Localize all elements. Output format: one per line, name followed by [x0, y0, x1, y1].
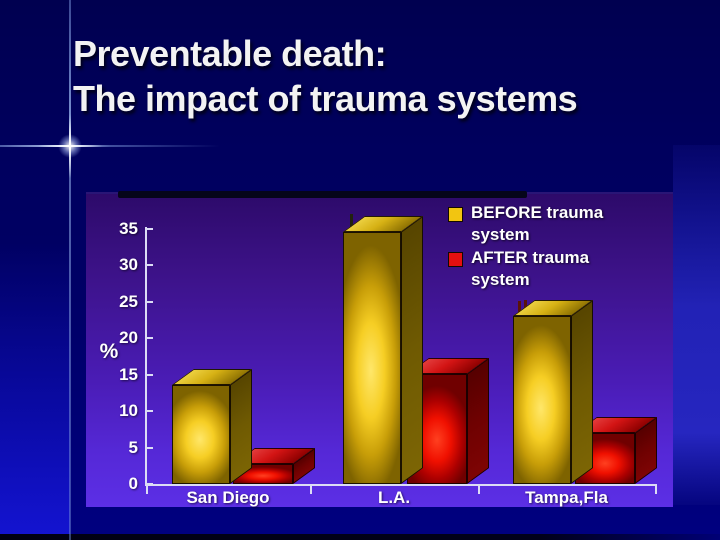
chart-legend: BEFORE trauma system AFTER trauma system	[448, 202, 626, 292]
legend-label-after: AFTER trauma system	[471, 248, 590, 289]
chart-top-band	[118, 191, 527, 198]
y-tick-0	[147, 483, 153, 485]
y-tick-label-20: 20	[119, 328, 138, 347]
x-tick-2	[478, 485, 480, 494]
y-tick-label-25: 25	[119, 291, 138, 311]
y-axis-label: %	[99, 340, 119, 363]
x-axis	[145, 484, 657, 486]
decorative-vertical-line	[69, 0, 71, 540]
bar-side-face	[467, 358, 489, 484]
background-bottom-strip	[0, 534, 720, 540]
bar-front-face	[343, 232, 401, 484]
legend-item-after: AFTER trauma system	[448, 247, 626, 291]
y-tick-label-10: 10	[119, 401, 138, 420]
bar-side-face	[571, 300, 593, 484]
legend-swatch-before	[448, 207, 463, 222]
y-tick-label-15: 15	[119, 364, 138, 384]
y-tick-5	[147, 446, 153, 449]
decorative-horizontal-line	[0, 145, 220, 147]
y-tick-35	[147, 227, 153, 230]
slide-title: Preventable death: The impact of trauma …	[73, 31, 578, 121]
y-tick-15	[147, 373, 153, 376]
x-tick-0	[146, 485, 148, 494]
category-label-san-diego: San Diego	[186, 488, 270, 507]
legend-label-before: BEFORE trauma system	[471, 203, 604, 244]
y-tick-label-35: 35	[119, 218, 138, 238]
bar-side-face	[230, 369, 252, 484]
star-flare-vertical	[69, 114, 71, 178]
x-tick-3	[655, 485, 657, 494]
title-line-2: The impact of trauma systems	[73, 78, 578, 119]
y-tick-label-0: 0	[128, 474, 138, 493]
y-tick-10	[147, 410, 153, 412]
y-tick-label-5: 5	[128, 437, 138, 457]
background-left-gradient	[0, 0, 70, 540]
y-axis	[145, 227, 147, 486]
chart-panel: 0 5 10 15 20 25 30 35 San Diego L.A. Tampa,Fla % B…	[86, 191, 673, 507]
y-tick-20	[147, 337, 153, 339]
chart-plot-area: 0 5 10 15 20 25 30 35 San Diego L.A. Tampa,Fla	[86, 194, 673, 507]
title-line-1: Preventable death:	[73, 33, 387, 74]
legend-swatch-after	[448, 252, 463, 267]
x-tick-1	[310, 485, 312, 494]
y-tick-25	[147, 300, 153, 303]
background-right-gradient	[673, 145, 720, 505]
category-label-l-a: L.A.	[377, 488, 411, 507]
error-bar-tick	[518, 301, 521, 316]
bar-side-face	[401, 216, 423, 485]
bar-before-l-a	[343, 216, 424, 485]
error-bar-tick	[350, 214, 353, 231]
y-tick-label-30: 30	[119, 255, 138, 274]
bar-front-face	[172, 385, 230, 484]
bar-before-san-diego	[172, 369, 253, 484]
bar-before-tampa-fla	[513, 300, 594, 484]
y-tick-30	[147, 264, 153, 266]
bar-front-face	[513, 316, 571, 484]
legend-item-before: BEFORE trauma system	[448, 202, 626, 246]
category-label-tampa-fla: Tampa,Fla	[525, 488, 608, 507]
